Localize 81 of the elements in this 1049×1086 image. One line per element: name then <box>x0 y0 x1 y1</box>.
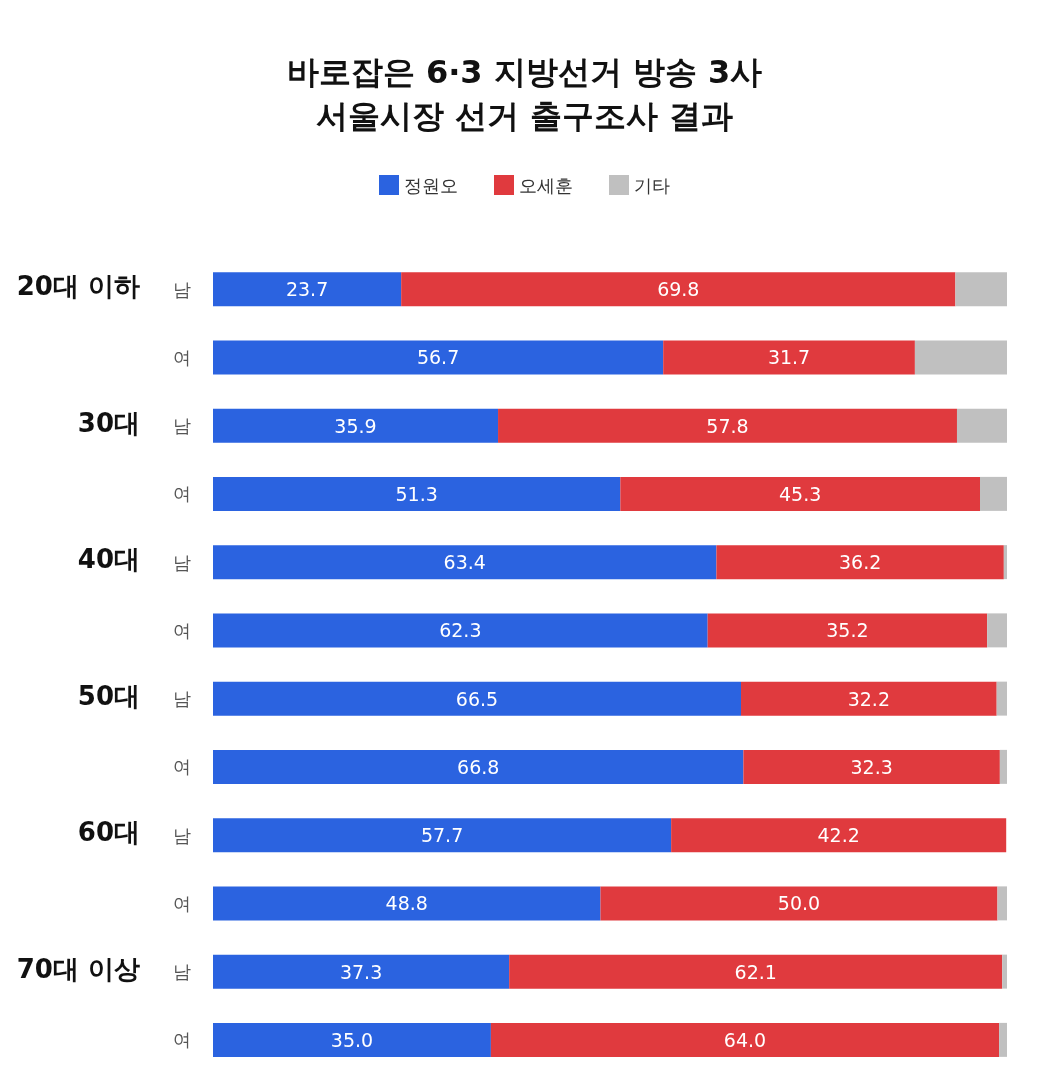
bar <box>498 408 957 443</box>
y-tick-label: 여 <box>173 619 191 641</box>
data-label: 37.3 <box>339 960 383 983</box>
bar <box>213 886 601 921</box>
legend-label: 정원오 <box>404 174 458 196</box>
data-label: 35.9 <box>334 414 377 437</box>
text: 30대 <box>77 407 140 438</box>
bar <box>743 749 1000 784</box>
data-label: 45.3 <box>779 482 822 505</box>
bar <box>671 818 1007 853</box>
bar <box>1003 545 1007 580</box>
text: 20대 이하 <box>16 271 140 302</box>
bar <box>707 613 988 648</box>
data-label: 48.8 <box>385 892 428 915</box>
data-label: 66.8 <box>457 755 500 778</box>
y-tick-label: 남 <box>173 824 191 846</box>
text: 60대 <box>77 817 140 848</box>
data-label: 63.4 <box>443 551 486 574</box>
data-label: 35.2 <box>826 619 869 642</box>
data-label: 57.8 <box>706 414 749 437</box>
data-label: 69.8 <box>657 278 700 301</box>
data-label: 56.7 <box>416 346 460 369</box>
y-tick-label: 남 <box>173 415 191 437</box>
bar <box>980 476 1007 511</box>
bar <box>509 954 1003 989</box>
data-label: 57.7 <box>420 824 464 847</box>
data-label: 36.2 <box>838 551 882 574</box>
bar <box>213 340 664 375</box>
chart-title: 바로잡은 6·3 지방선거 방송 3사 서울시장 선거 출구조사 결과 <box>286 53 763 135</box>
text: 50대 <box>77 680 140 711</box>
bar <box>600 886 998 921</box>
bar <box>997 886 1007 921</box>
bar <box>955 272 1007 307</box>
bar <box>716 545 1004 580</box>
bar <box>956 408 1007 443</box>
text: 70대 이상 <box>16 953 140 984</box>
bar <box>741 681 997 716</box>
bar <box>213 1022 491 1057</box>
bar <box>1002 954 1007 989</box>
bar <box>999 1022 1007 1057</box>
data-label: 51.3 <box>395 482 438 505</box>
bar <box>213 408 499 443</box>
bar <box>663 340 915 375</box>
bar <box>213 613 708 648</box>
bar <box>987 613 1007 648</box>
data-label: 32.3 <box>850 755 893 778</box>
bar <box>213 476 621 511</box>
data-label: 64.0 <box>723 1028 767 1051</box>
bar <box>999 749 1007 784</box>
y-tick-label: 여 <box>173 892 191 914</box>
bar <box>213 272 402 307</box>
bar <box>490 1022 1000 1057</box>
bar <box>213 749 744 784</box>
bar <box>213 681 742 716</box>
data-label: 66.5 <box>455 687 499 710</box>
legend-label: 기타 <box>634 174 670 196</box>
data-label: 23.7 <box>285 278 329 301</box>
bar <box>996 681 1007 716</box>
y-tick-label: 여 <box>173 483 191 505</box>
data-label: 50.0 <box>777 892 821 915</box>
y-tick-label: 남 <box>173 278 191 300</box>
bar <box>213 818 672 853</box>
bar <box>620 476 980 511</box>
bar <box>213 545 717 580</box>
y-tick-label: 남 <box>173 961 191 983</box>
data-label: 62.3 <box>439 619 482 642</box>
y-tick-label: 여 <box>173 756 191 778</box>
y-tick-label: 여 <box>173 1029 191 1051</box>
legend-label: 오세훈 <box>519 174 573 196</box>
y-tick-label: 남 <box>173 688 191 710</box>
bar <box>213 954 510 989</box>
data-label: 35.0 <box>330 1028 374 1051</box>
bar <box>401 272 956 307</box>
bar <box>914 340 1007 375</box>
data-label: 31.7 <box>767 346 811 369</box>
data-label: 42.2 <box>817 824 860 847</box>
text: 40대 <box>77 544 140 575</box>
data-label: 32.2 <box>847 687 890 710</box>
data-label: 62.1 <box>734 960 777 983</box>
y-tick-label: 남 <box>173 551 191 573</box>
y-tick-label: 여 <box>173 346 191 368</box>
